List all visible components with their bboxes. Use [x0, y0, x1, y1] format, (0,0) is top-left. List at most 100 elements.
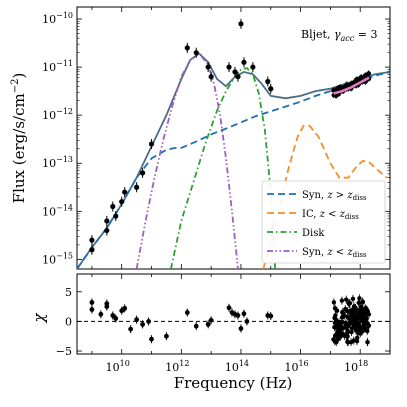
sed-y-tick-label: 10−15: [42, 251, 73, 266]
residual-xray-point: [344, 334, 349, 339]
residual-xray-point: [356, 300, 361, 306]
data-point: [119, 199, 125, 205]
residual-point: [193, 323, 199, 329]
frequency-tick-label: 1018: [344, 359, 368, 374]
residual-xray-point: [355, 322, 360, 328]
sed-y-tick-label: 10−14: [42, 203, 73, 218]
xray-point: [358, 75, 364, 80]
frequency-tick-label: 1012: [165, 359, 189, 374]
residual-y-tick-label: 0: [65, 315, 72, 328]
residual-xray-point: [362, 306, 368, 311]
residual-xray-point: [366, 323, 371, 328]
model-annotation: Bljet, γacc = 3: [301, 28, 377, 43]
residual-xray-point: [350, 321, 356, 326]
data-point: [184, 45, 190, 51]
residual-xray-point: [335, 324, 340, 329]
frequency-tick-label: 1014: [225, 359, 249, 374]
curve-syn_near: [135, 52, 239, 269]
data-point: [232, 69, 238, 75]
legend-label-disk: Disk: [302, 228, 325, 239]
residual-xray-point: [331, 300, 337, 305]
data-point: [250, 64, 256, 70]
data-point: [235, 74, 241, 80]
data-point: [104, 227, 110, 234]
residual-xray-point: [359, 329, 365, 334]
data-point: [226, 64, 232, 70]
residual-xray-point: [360, 299, 365, 304]
residual-y-ticks: 5 0 −5: [56, 286, 390, 358]
data-point: [205, 64, 211, 70]
data-point: [104, 218, 110, 224]
residual-xray-point: [350, 296, 356, 301]
residual-point: [134, 317, 140, 323]
residual-point: [110, 313, 116, 318]
residual-xray-point: [346, 315, 352, 321]
sed-x-ticks: [91, 7, 361, 269]
residual-xray-point: [341, 325, 346, 331]
sed-y-tick-label: 10−11: [42, 59, 73, 74]
data-point: [89, 237, 95, 243]
data-point: [113, 213, 119, 219]
curve-total: [77, 52, 390, 269]
data-point: [241, 59, 247, 65]
residual-point: [268, 313, 274, 319]
frequency-axis-label: Frequency (Hz): [174, 374, 293, 392]
residual-point: [208, 317, 214, 323]
residual-xray-point: [339, 298, 345, 303]
residual-xray-point: [345, 339, 350, 345]
residual-xray-point: [365, 339, 370, 345]
residual-point: [235, 313, 241, 318]
legend: Syn, z > zdiss IC, z < zdiss Disk Syn, z < …: [261, 180, 386, 264]
sed-y-tick-label: 10−12: [42, 107, 73, 122]
sed-y-tick-label: 10−13: [42, 155, 73, 170]
sed-y-ticks: 10−15 10−14 10−13 10−12 10−11 10−10: [42, 11, 390, 266]
sed-y-axis-label: Flux (erg/s/cm−2): [10, 73, 28, 204]
residual-point: [104, 301, 110, 307]
data-point: [193, 50, 199, 56]
residual-xray-point: [360, 316, 366, 321]
residual-xray-point: [332, 339, 338, 344]
data-point: [134, 184, 140, 190]
residual-point: [205, 321, 211, 327]
residual-x-ticks: 1010 1012 1014 1016 1018: [91, 274, 368, 374]
residual-xray-point: [357, 296, 362, 301]
curve-xray-model-overlay: [333, 76, 370, 95]
sed-data-points: [89, 18, 372, 255]
residual-point: [89, 300, 95, 305]
residual-xray-point: [354, 338, 360, 344]
residual-xray-point: [338, 334, 343, 339]
residual-y-tick-label: −5: [56, 345, 72, 358]
data-point: [208, 74, 214, 80]
residual-point: [241, 311, 247, 317]
residual-point: [146, 319, 151, 324]
sed-y-tick-label: 10−10: [42, 11, 73, 26]
residual-xray-point: [355, 317, 360, 323]
legend-label-syn_far: Syn, z > zdiss: [302, 190, 367, 202]
residual-y-tick-label: 5: [65, 286, 72, 299]
residual-xray-point: [347, 300, 353, 306]
residual-xray-point: [357, 307, 363, 312]
residual-point: [244, 319, 250, 324]
residual-xray-point: [361, 312, 366, 317]
data-point: [268, 86, 274, 92]
residual-xray-point: [343, 297, 349, 302]
data-point: [238, 21, 244, 27]
legend-box: [261, 180, 386, 264]
residual-point: [226, 305, 232, 311]
residual-point: [98, 311, 104, 317]
residual-xray-point: [340, 319, 345, 325]
residual-xray-point: [332, 306, 338, 311]
data-point: [110, 203, 116, 210]
data-point: [139, 170, 146, 176]
residual-point: [128, 326, 134, 332]
data-point: [122, 189, 128, 195]
residual-xray-point: [350, 307, 356, 312]
residual-xray-point: [356, 328, 361, 333]
sed-panel-plot-area: [77, 18, 390, 269]
legend-label-ic: IC, z < zdiss: [302, 209, 359, 221]
residual-xray-point: [341, 313, 346, 318]
residual-y-axis-label: χ: [30, 313, 48, 324]
data-point: [148, 141, 155, 147]
residual-point: [238, 326, 244, 331]
